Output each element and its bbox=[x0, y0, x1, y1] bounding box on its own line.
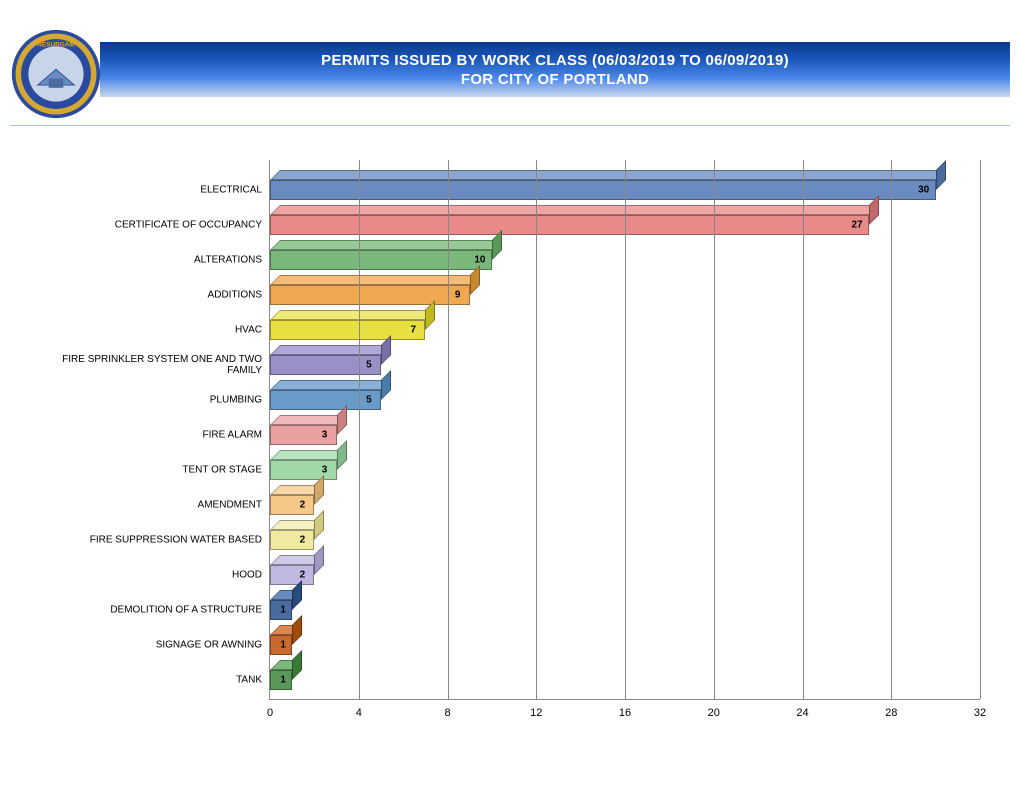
bar-front-face bbox=[270, 180, 936, 200]
bar-value-label: 1 bbox=[280, 675, 286, 686]
bar-top-face bbox=[270, 450, 347, 460]
category-label: ADDITIONS bbox=[30, 290, 262, 301]
bar-side-face bbox=[292, 615, 302, 645]
bar-value-label: 1 bbox=[280, 605, 286, 616]
bar-value-label: 2 bbox=[300, 570, 306, 581]
bar: 3 bbox=[270, 460, 337, 480]
x-tick-label: 24 bbox=[796, 707, 808, 719]
bar-value-label: 3 bbox=[322, 465, 328, 476]
category-label: SIGNAGE OR AWNING bbox=[30, 640, 262, 651]
bar: 5 bbox=[270, 355, 381, 375]
bar-value-label: 1 bbox=[280, 640, 286, 651]
category-label: DEMOLITION OF A STRUCTURE bbox=[30, 605, 262, 616]
bar-value-label: 2 bbox=[300, 500, 306, 511]
bar-value-label: 9 bbox=[455, 290, 461, 301]
bar-side-face bbox=[337, 440, 347, 470]
bar-side-face bbox=[314, 545, 324, 575]
bar-front-face bbox=[270, 355, 381, 375]
category-label: TANK bbox=[30, 675, 262, 686]
x-tick-label: 8 bbox=[444, 707, 450, 719]
grid-line bbox=[980, 160, 981, 699]
bar-front-face bbox=[270, 215, 869, 235]
category-label: AMENDMENT bbox=[30, 500, 262, 511]
bar-front-face bbox=[270, 320, 425, 340]
bar: 5 bbox=[270, 390, 381, 410]
bar-top-face bbox=[270, 205, 879, 215]
bar-top-face bbox=[270, 380, 391, 390]
bar-top-face bbox=[270, 345, 391, 355]
bar-value-label: 3 bbox=[322, 430, 328, 441]
bar-side-face bbox=[292, 650, 302, 680]
bar-top-face bbox=[270, 170, 946, 180]
bar: 2 bbox=[270, 495, 314, 515]
x-tick-label: 0 bbox=[267, 707, 273, 719]
category-label: CERTIFICATE OF OCCUPANCY bbox=[30, 220, 262, 231]
bar: 1 bbox=[270, 600, 292, 620]
header-rule bbox=[10, 125, 1010, 126]
category-label: ELECTRICAL bbox=[30, 185, 262, 196]
bar-top-face bbox=[270, 310, 435, 320]
bar-value-label: 30 bbox=[918, 185, 929, 196]
bar-value-label: 27 bbox=[852, 220, 863, 231]
bar: 9 bbox=[270, 285, 470, 305]
category-label: PLUMBING bbox=[30, 395, 262, 406]
x-tick-label: 32 bbox=[974, 707, 986, 719]
plot-area: 302710975533222111 048121620242832 bbox=[269, 160, 980, 700]
category-label: FIRE SUPPRESSION WATER BASED bbox=[30, 535, 262, 546]
bar-value-label: 5 bbox=[366, 395, 372, 406]
city-seal-icon: RESURGAM bbox=[10, 28, 102, 120]
y-axis-labels: ELECTRICAL CERTIFICATE OF OCCUPANCY ALTERA… bbox=[30, 160, 262, 700]
title-line-2: FOR CITY OF PORTLAND bbox=[100, 71, 1010, 88]
bar: 30 bbox=[270, 180, 936, 200]
x-tick-label: 16 bbox=[619, 707, 631, 719]
category-label: HOOD bbox=[30, 570, 262, 581]
bar: 1 bbox=[270, 670, 292, 690]
permits-chart: ELECTRICAL CERTIFICATE OF OCCUPANCY ALTERA… bbox=[30, 160, 990, 730]
bar: 2 bbox=[270, 530, 314, 550]
bar-top-face bbox=[270, 240, 502, 250]
bar-top-face bbox=[270, 415, 347, 425]
category-label: FIRE ALARM bbox=[30, 430, 262, 441]
bar-value-label: 7 bbox=[411, 325, 417, 336]
title-line-1: PERMITS ISSUED BY WORK CLASS (06/03/2019… bbox=[100, 52, 1010, 69]
svg-text:RESURGAM: RESURGAM bbox=[37, 41, 75, 48]
bar-side-face bbox=[314, 510, 324, 540]
x-tick-label: 28 bbox=[885, 707, 897, 719]
grid-line bbox=[714, 160, 715, 699]
grid-line bbox=[803, 160, 804, 699]
bar: 2 bbox=[270, 565, 314, 585]
x-tick-label: 12 bbox=[530, 707, 542, 719]
bar-side-face bbox=[936, 160, 946, 190]
bar-side-face bbox=[381, 370, 391, 400]
bar-front-face bbox=[270, 250, 492, 270]
title-bar: PERMITS ISSUED BY WORK CLASS (06/03/2019… bbox=[100, 42, 1010, 97]
bar-front-face bbox=[270, 530, 314, 550]
x-tick-label: 20 bbox=[708, 707, 720, 719]
bar: 1 bbox=[270, 635, 292, 655]
bar: 3 bbox=[270, 425, 337, 445]
bar: 7 bbox=[270, 320, 425, 340]
bar: 10 bbox=[270, 250, 492, 270]
bar-front-face bbox=[270, 285, 470, 305]
grid-line bbox=[625, 160, 626, 699]
bar-front-face bbox=[270, 495, 314, 515]
grid-line bbox=[536, 160, 537, 699]
category-label: TENT OR STAGE bbox=[30, 465, 262, 476]
bar-front-face bbox=[270, 565, 314, 585]
bar-value-label: 5 bbox=[366, 360, 372, 371]
bar-value-label: 2 bbox=[300, 535, 306, 546]
bar: 27 bbox=[270, 215, 869, 235]
category-label: ALTERATIONS bbox=[30, 255, 262, 266]
x-tick-label: 4 bbox=[356, 707, 362, 719]
category-label: HVAC bbox=[30, 325, 262, 336]
grid-line bbox=[891, 160, 892, 699]
grid-line bbox=[448, 160, 449, 699]
report-header: RESURGAM PERMITS ISSUED BY WORK CLASS (0… bbox=[0, 0, 1020, 120]
grid-line bbox=[359, 160, 360, 699]
category-label: FIRE SPRINKLER SYSTEM ONE AND TWO FAMILY bbox=[30, 354, 262, 376]
bar-front-face bbox=[270, 390, 381, 410]
